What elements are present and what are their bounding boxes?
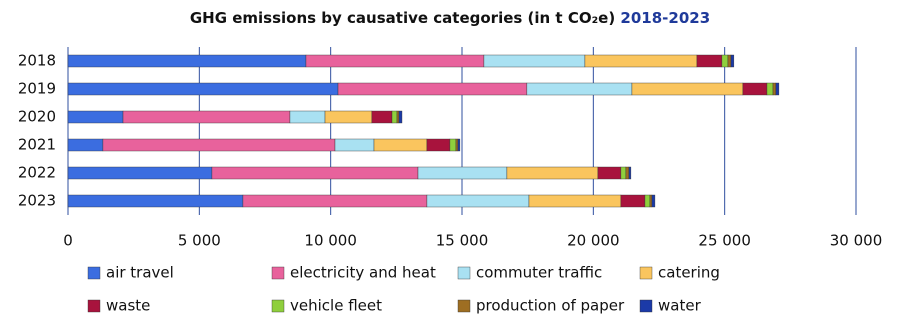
bar-segment xyxy=(426,138,451,152)
bar-segment xyxy=(305,54,485,68)
x-tick-label: 5 000 xyxy=(178,232,221,250)
bar-segment xyxy=(742,82,768,96)
bar-segment xyxy=(730,54,735,68)
bar-segment xyxy=(67,138,104,152)
bar-segment xyxy=(324,110,373,124)
bar-segment xyxy=(620,194,646,208)
bar-segment xyxy=(67,166,213,180)
bar-segment xyxy=(391,110,398,124)
y-tick-label: 2022 xyxy=(18,164,56,182)
bar-segment xyxy=(67,54,307,68)
bar-segment xyxy=(625,166,630,180)
bar-segment xyxy=(67,194,244,208)
legend-swatch xyxy=(271,266,285,280)
bar-segment xyxy=(457,138,461,152)
bar-segment xyxy=(426,194,530,208)
bar-segment xyxy=(455,138,459,152)
legend-swatch xyxy=(271,299,285,313)
bar-segment xyxy=(526,82,633,96)
x-tick-label: 30 000 xyxy=(830,232,883,250)
bar-segment xyxy=(289,110,326,124)
bar-segment xyxy=(772,82,777,96)
bar-segment xyxy=(67,82,339,96)
legend-label: production of paper xyxy=(476,297,625,315)
legend-label: waste xyxy=(106,297,150,315)
bar-segment xyxy=(122,110,291,124)
bar-segment xyxy=(644,194,651,208)
legend-swatch xyxy=(457,299,471,313)
legend-label: commuter traffic xyxy=(476,264,602,282)
chart-title: GHG emissions by causative categories (i… xyxy=(190,9,710,27)
bar-segment xyxy=(396,110,400,124)
bar-segment xyxy=(597,166,622,180)
bar-segment xyxy=(506,166,599,180)
bar-segment xyxy=(67,110,124,124)
legend-label: air travel xyxy=(106,264,174,282)
y-tick-label: 2020 xyxy=(18,108,56,126)
y-tick-label: 2018 xyxy=(18,52,56,70)
legend-label: water xyxy=(658,297,702,315)
bar-segment xyxy=(102,138,336,152)
bar-segment xyxy=(727,54,732,68)
x-tick-label: 10 000 xyxy=(304,232,357,250)
bar-segment xyxy=(628,166,632,180)
bar-segment xyxy=(398,110,403,124)
bar-segment xyxy=(721,54,729,68)
legend-swatch xyxy=(639,299,653,313)
bar-segment xyxy=(211,166,419,180)
bar-segment xyxy=(766,82,774,96)
bar-segment xyxy=(373,138,428,152)
bar-segment xyxy=(620,166,627,180)
bar-segment xyxy=(649,194,653,208)
bar-segment xyxy=(334,138,375,152)
subtitle: 2018-2023 xyxy=(620,9,710,27)
legend-label: catering xyxy=(658,264,720,282)
bar-segment xyxy=(775,82,780,96)
title: GHG emissions by causative categories (i… xyxy=(190,9,615,27)
y-tick-label: 2023 xyxy=(18,192,56,210)
legend-swatch xyxy=(457,266,471,280)
bar-segment xyxy=(371,110,393,124)
y-tick-label: 2019 xyxy=(18,80,56,98)
bar-segment xyxy=(337,82,528,96)
bar-segment xyxy=(528,194,622,208)
bar-segment xyxy=(449,138,457,152)
bar-segment xyxy=(651,194,656,208)
legend-swatch xyxy=(639,266,653,280)
y-tick-label: 2021 xyxy=(18,136,56,154)
bar-segment xyxy=(631,82,744,96)
legend-label: vehicle fleet xyxy=(290,297,382,315)
legend-swatch xyxy=(87,266,101,280)
x-tick-label: 20 000 xyxy=(567,232,620,250)
x-tick-label: 15 000 xyxy=(436,232,489,250)
x-tick-label: 25 000 xyxy=(698,232,751,250)
x-tick-label: 0 xyxy=(63,232,73,250)
bar-segment xyxy=(483,54,586,68)
legend-label: electricity and heat xyxy=(290,264,436,282)
bar-segment xyxy=(417,166,508,180)
legend-swatch xyxy=(87,299,101,313)
bar-segment xyxy=(242,194,428,208)
bar-segment xyxy=(584,54,698,68)
bar-segment xyxy=(696,54,723,68)
